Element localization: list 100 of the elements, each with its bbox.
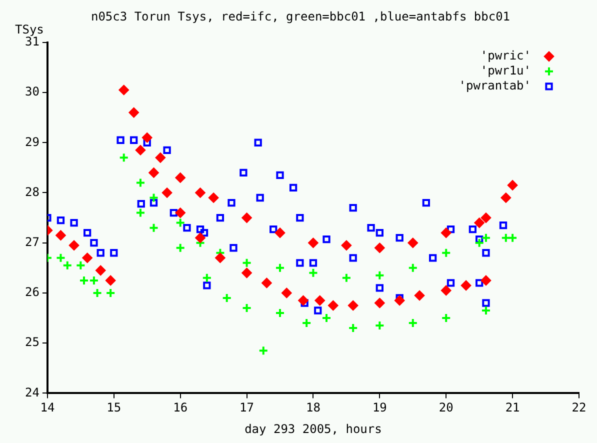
point [155,152,166,163]
point [137,200,145,208]
point [376,229,384,237]
point [242,303,252,314]
point [116,136,124,144]
point [302,318,312,328]
point [148,222,159,233]
point [480,275,491,286]
point [195,232,206,243]
point [275,308,286,318]
point [196,226,204,234]
point [461,280,472,290]
point [183,224,191,232]
point [276,171,284,180]
point [374,242,385,253]
point [258,346,268,356]
point [296,259,304,267]
x-tick-label: 17 [240,400,254,415]
x-tick-label: 19 [372,400,387,415]
point [203,282,211,290]
point [367,224,375,232]
point [175,218,186,228]
point [90,239,98,247]
point [341,272,352,283]
point [88,275,99,286]
point [222,292,232,303]
point [374,270,385,280]
point [215,252,226,263]
point [106,288,116,298]
x-tick-label: 16 [173,400,188,415]
point [376,284,384,292]
point [322,313,332,324]
point [476,279,484,287]
point [414,290,425,300]
point [56,252,66,263]
y-tick-label: 29 [24,134,40,149]
x-tick-label: 21 [505,400,520,415]
point [256,194,264,202]
point [242,268,252,278]
point [298,295,308,306]
chart-title: n05c3 Torun Tsys, red=ifc, green=bbc01 ,blue=antabfs bbc01 [90,9,510,24]
point [175,172,186,183]
point [170,208,178,217]
point [135,208,146,218]
point [441,285,452,296]
point [254,138,262,146]
point [349,204,357,212]
point [441,313,452,324]
point [202,272,212,283]
point [508,232,518,243]
point [275,262,286,273]
point [308,268,318,278]
point [56,216,65,224]
y-axis-title: TSys [14,22,44,37]
point [341,240,352,250]
point [162,188,172,198]
point [118,85,129,96]
point [314,295,325,306]
point [282,288,292,298]
point [474,218,484,228]
y-tick-label: 30 [24,84,40,99]
point [275,228,286,238]
x-tick-label: 15 [106,400,122,415]
point [480,232,491,243]
point [309,259,318,267]
point [242,212,252,223]
point [118,152,129,163]
point [322,236,330,244]
point [208,192,219,203]
legend-label: 'pwrantab' [458,78,531,93]
y-tick-label: 25 [24,335,40,350]
point [308,238,318,248]
point [374,320,385,331]
point [408,238,418,248]
y-tick-label: 27 [24,234,40,249]
point [482,249,490,257]
point [70,218,78,227]
y-tick-label: 28 [24,184,40,199]
point [143,138,151,146]
legend-label: 'pwr1u' [480,64,531,78]
point [240,168,248,177]
point [56,230,66,240]
point [374,298,385,308]
point [441,228,452,238]
point [175,242,186,253]
point [83,229,92,237]
point [195,188,206,198]
point [148,192,159,203]
y-tick-label: 31 [24,34,40,49]
y-tick-label: 26 [24,285,40,300]
point [175,208,186,218]
x-tick-label: 14 [40,400,55,415]
point [150,198,158,207]
point [135,145,146,156]
point [69,240,80,250]
point [446,279,455,287]
point [135,178,146,188]
point [128,108,139,118]
point [474,238,484,248]
point [508,180,518,190]
